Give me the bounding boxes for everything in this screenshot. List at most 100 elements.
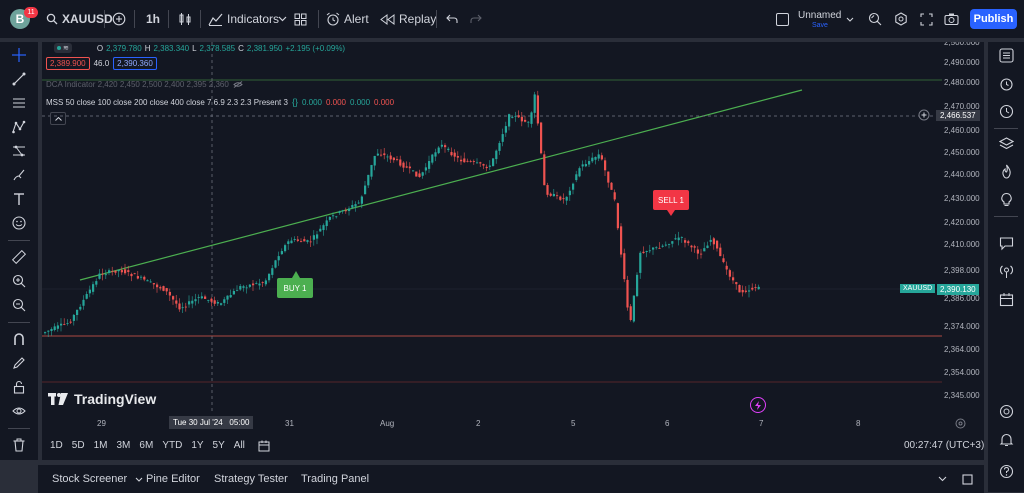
undo-button[interactable] (446, 0, 458, 38)
candle-body (597, 154, 600, 159)
snapshot-button[interactable] (944, 0, 959, 38)
zoom-in-tool[interactable] (0, 270, 38, 292)
hidden-eye-icon[interactable] (233, 81, 243, 88)
layout-name[interactable]: Unnamed (798, 10, 842, 21)
time-axis[interactable]: 29 31 Aug 2 5 6 7 8 (97, 419, 861, 428)
range-5y[interactable]: 5Y (212, 440, 225, 451)
range-all[interactable]: All (233, 440, 245, 451)
text-tool[interactable] (0, 188, 38, 210)
watchlist-button[interactable] (988, 42, 1024, 68)
object-tree-button[interactable] (988, 98, 1024, 124)
maximize-panel-button[interactable] (962, 465, 973, 493)
help-button[interactable] (988, 458, 1024, 484)
pine-profiler-button[interactable] (988, 398, 1024, 424)
compare-symbol-button[interactable] (112, 0, 126, 38)
tradingview-watermark[interactable]: TradingView (48, 391, 156, 407)
mss-indicator-legend[interactable]: MSS 50 close 100 close 200 close 400 clo… (46, 97, 394, 107)
crosshair-tool[interactable] (0, 44, 38, 66)
price-chart[interactable]: 2,500.0002,490.0002,480.0002,470.0002,46… (42, 42, 984, 460)
dca-indicator-legend[interactable]: DCA Indicator 2,420 2,450 2,500 2,400 2,… (46, 80, 243, 89)
zoom-out-tool[interactable] (0, 294, 38, 316)
stay-in-drawing-tool[interactable] (0, 352, 38, 374)
replay-button[interactable]: Replay (380, 0, 436, 38)
range-5d[interactable]: 5D (71, 440, 85, 451)
indicator-templates-button[interactable] (278, 0, 287, 38)
emoji-tool[interactable] (0, 212, 38, 234)
grid-icon (294, 13, 307, 25)
layout-checkbox[interactable] (776, 0, 789, 38)
candle-body (453, 152, 456, 157)
legend-controls[interactable]: ≋ (54, 43, 72, 53)
remove-drawings-tool[interactable] (0, 434, 38, 456)
stock-screener-tab[interactable]: Stock Screener (52, 465, 143, 493)
go-to-date-button[interactable] (258, 440, 270, 454)
sell-price-button[interactable]: 2,389.900 (46, 57, 90, 70)
candle-body (216, 302, 219, 304)
chart-area[interactable]: 2,500.000 2,490.000 2,480.000 2,470.000 2,46… (42, 42, 984, 460)
candle-body (120, 270, 123, 273)
candle-body (376, 153, 379, 156)
indicators-button[interactable]: Indicators (208, 0, 279, 38)
collapse-legend-button[interactable] (50, 112, 66, 125)
range-ytd[interactable]: YTD (162, 440, 183, 451)
candle-body (200, 296, 203, 299)
redo-button[interactable] (470, 0, 482, 38)
clock-timezone[interactable]: 00:27:47 (UTC+3) (904, 440, 985, 451)
chart-type-button[interactable] (178, 0, 192, 38)
time-tick-label: Aug (380, 419, 394, 428)
axis-settings-button[interactable] (955, 418, 966, 429)
watermark-text: TradingView (74, 391, 157, 407)
candle-body (504, 126, 507, 133)
price-tick-label: 2,430.000 (944, 194, 980, 203)
forecast-tool[interactable] (0, 140, 38, 162)
chat-button[interactable] (988, 230, 1024, 256)
fib-tool[interactable] (0, 92, 38, 114)
event-marker[interactable] (750, 397, 766, 413)
magnet-tool[interactable] (0, 328, 38, 350)
publish-button[interactable]: Publish (970, 9, 1017, 29)
range-1d[interactable]: 1D (50, 440, 63, 451)
layout-menu-button[interactable] (846, 0, 854, 38)
interval-button[interactable]: 1h (146, 12, 161, 26)
layout-grid-button[interactable] (294, 0, 307, 38)
streams-button[interactable] (988, 258, 1024, 284)
layers-button[interactable] (988, 130, 1024, 156)
hotlist-button[interactable] (988, 158, 1024, 184)
fullscreen-button[interactable] (920, 0, 933, 38)
lock-drawings-tool[interactable] (0, 376, 38, 398)
price-axis[interactable]: 2,500.000 2,490.000 2,480.000 2,470.000 2,46… (944, 42, 980, 400)
user-avatar[interactable]: B (10, 0, 30, 38)
buy-price-button[interactable]: 2,390.360 (113, 57, 157, 70)
notifications-button[interactable] (988, 426, 1024, 452)
trading-panel-tab[interactable]: Trading Panel (301, 473, 370, 485)
range-1m[interactable]: 1M (93, 440, 108, 451)
spread-value: 46.0 (93, 59, 110, 68)
alert-button[interactable]: Alert (326, 0, 369, 38)
pine-editor-tab[interactable]: Pine Editor (146, 473, 200, 485)
hide-drawings-tool[interactable] (0, 400, 38, 422)
candle-body (328, 216, 331, 220)
range-1y[interactable]: 1Y (191, 440, 204, 451)
strategy-tester-tab[interactable]: Strategy Tester (214, 473, 288, 485)
time-tick-label: 5 (571, 419, 576, 428)
range-6m[interactable]: 6M (139, 440, 154, 451)
measure-tool[interactable] (0, 246, 38, 268)
calendar-button[interactable] (988, 286, 1024, 312)
pattern-tool[interactable] (0, 116, 38, 138)
candle-body (354, 204, 357, 207)
trend-line-tool[interactable] (0, 68, 38, 90)
quick-search-button[interactable] (868, 0, 882, 38)
range-3m[interactable]: 3M (116, 440, 131, 451)
brush-tool[interactable] (0, 164, 38, 186)
settings-button[interactable] (894, 0, 908, 38)
candle-body (85, 294, 88, 299)
candle-body (549, 193, 552, 196)
plus-circle-icon[interactable] (918, 109, 930, 121)
alerts-panel-button[interactable] (988, 70, 1024, 96)
collapse-panel-button[interactable] (938, 465, 947, 493)
candle-body (725, 265, 728, 270)
symbol-search-button[interactable]: XAUUSD (46, 0, 113, 38)
candle-body (536, 95, 539, 124)
ideas-button[interactable] (988, 186, 1024, 212)
bid-ask-widget: 2,389.900 46.0 2,390.360 (46, 57, 157, 70)
